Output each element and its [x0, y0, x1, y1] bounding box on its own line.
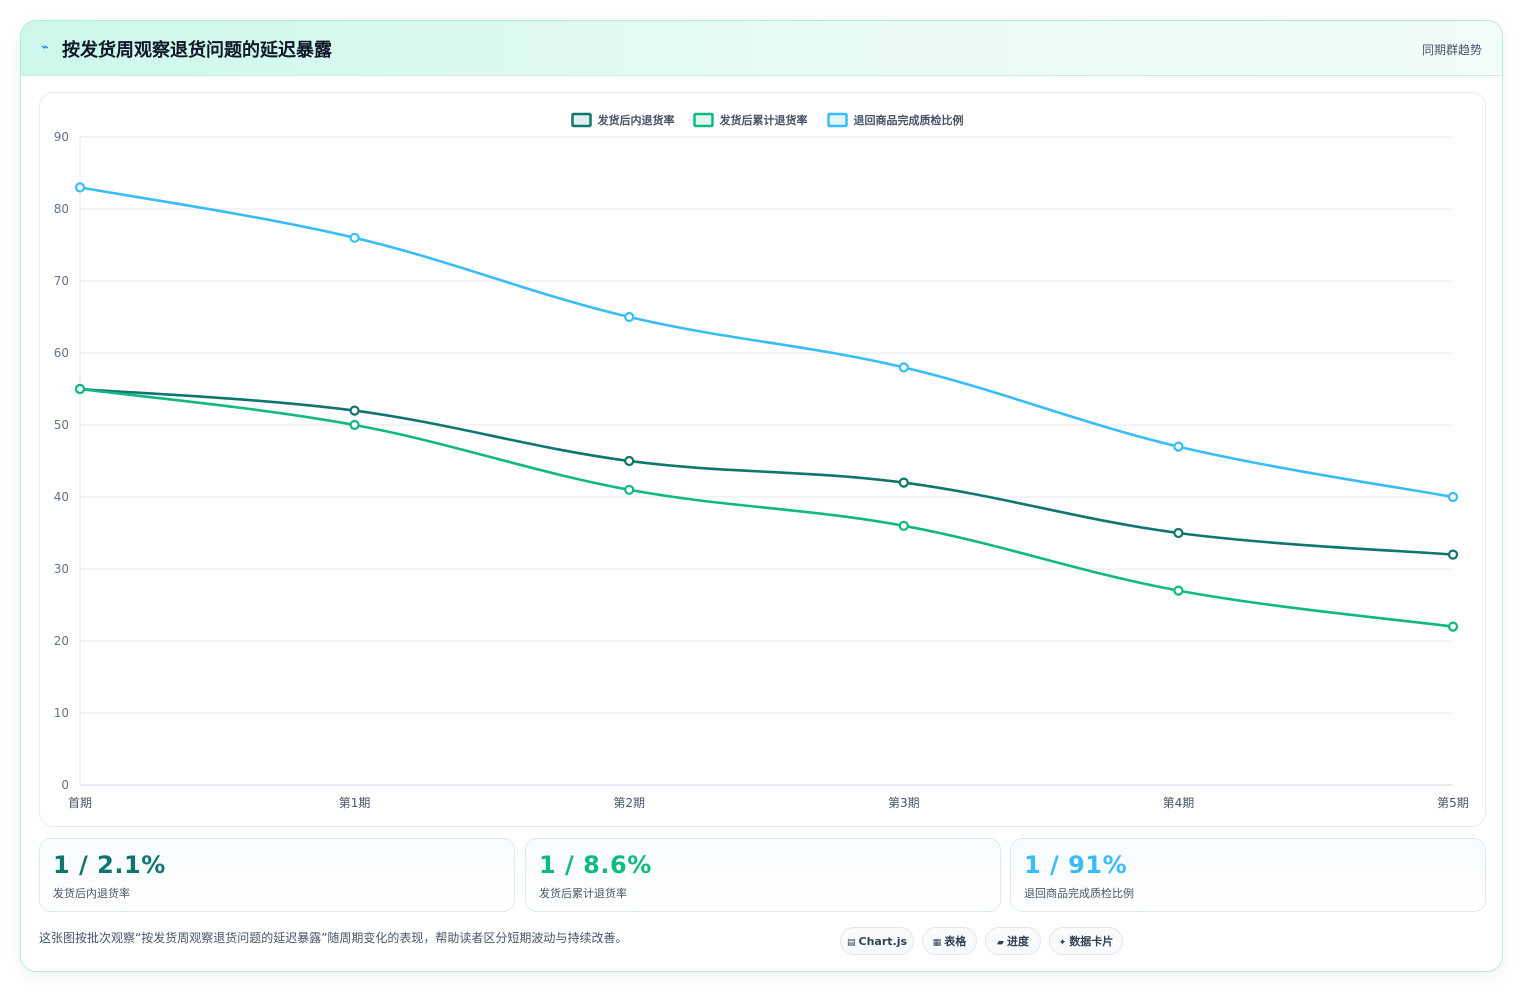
y-tick-label: 0: [61, 778, 69, 792]
series-line-3: [79, 186, 1454, 499]
series-line-1: [79, 387, 1454, 556]
y-tick-label: 40: [54, 490, 69, 504]
stat-card-cumulative-rate: 1 / 8.6% 发货后累计退货率: [525, 838, 1001, 912]
chip-label: 数据卡片: [1069, 935, 1114, 948]
x-tick-label: 第3期: [888, 796, 920, 810]
y-tick-label: 70: [54, 274, 69, 288]
data-point: [1173, 527, 1184, 539]
sparkle-icon: ✦: [1058, 938, 1067, 948]
stat-card-inspection-ratio: 1 / 91% 退回商品完成质检比例: [1010, 838, 1486, 912]
x-tick-label: 第4期: [1163, 796, 1195, 810]
stat-value: 1 / 91%: [1024, 851, 1128, 879]
stat-card-return-rate: 1 / 2.1% 发货后内退货率: [39, 838, 515, 912]
legend-swatch-3: [827, 112, 848, 128]
data-point: [74, 182, 86, 193]
data-point: [898, 362, 909, 373]
x-tick-label: 第2期: [613, 796, 645, 810]
data-point: [1447, 621, 1459, 632]
data-point: [74, 383, 86, 395]
chip-progress[interactable]: ▰ 进度: [985, 927, 1041, 955]
data-point: [624, 455, 635, 467]
data-point: [1447, 491, 1459, 503]
legend-swatch-1: [571, 112, 592, 128]
y-tick-label: 50: [54, 418, 69, 432]
y-tick-label: 80: [54, 202, 69, 216]
data-point: [1447, 549, 1459, 560]
data-point: [1173, 441, 1184, 452]
data-point: [624, 484, 635, 495]
chip-table[interactable]: ▦ 表格: [922, 927, 977, 955]
legend-label-3: 退回商品完成质检比例: [854, 113, 964, 127]
card-title: 按发货周观察退货问题的延迟暴露: [62, 40, 332, 61]
data-point: [349, 419, 360, 431]
stat-label: 发货后累计退货率: [539, 887, 627, 900]
x-tick-label: 第1期: [339, 796, 371, 810]
stat-value: 1 / 8.6%: [539, 851, 652, 879]
y-tick-label: 60: [54, 346, 69, 360]
chip-label: 进度: [1006, 935, 1029, 948]
y-tick-label: 90: [54, 130, 69, 144]
y-tick-label: 10: [54, 706, 69, 720]
series-line-2: [79, 387, 1454, 628]
data-point: [898, 520, 909, 531]
chip-label: Chart.js: [858, 935, 908, 948]
x-tick-label: 第5期: [1437, 796, 1469, 810]
line-chart: 0 10 20 30 40 50 60 70 80 90 首期 第1期 第2期 第3期 第4期 第5期 发货后内…: [54, 112, 1469, 810]
chip-label: 表格: [944, 935, 967, 948]
table-icon: ▦: [932, 938, 942, 948]
chart-caption: 这张图按批次观察“按发货周观察退货问题的延迟暴露”随周期变化的表现，帮助读者区分…: [39, 931, 628, 945]
chart-card: ⌁ 按发货周观察退货问题的延迟暴露 同期群趋势 0 10 20 30 40 50 60 70 8…: [20, 20, 1503, 972]
chip-chartjs[interactable]: ▤ Chart.js: [840, 927, 914, 955]
data-point: [349, 232, 360, 243]
data-point: [349, 405, 360, 416]
stat-label: 发货后内退货率: [53, 887, 130, 900]
stat-label: 退回商品完成质检比例: [1024, 887, 1134, 900]
legend-label-2: 发货后累计退货率: [719, 113, 808, 127]
data-point: [898, 477, 909, 488]
x-tick-label: 首期: [68, 796, 92, 810]
chart-icon: ▤: [846, 938, 856, 948]
card-header: ⌁ 按发货周观察退货问题的延迟暴露 同期群趋势: [21, 21, 1502, 76]
legend-swatch-2: [693, 112, 714, 128]
data-point: [1173, 585, 1184, 596]
y-tick-label: 20: [54, 634, 69, 648]
y-tick-label: 30: [54, 562, 69, 576]
stat-value: 1 / 2.1%: [53, 851, 166, 879]
progress-icon: ▰: [997, 938, 1004, 948]
chart-panel: 0 10 20 30 40 50 60 70 80 90 首期 第1期 第2期 第3期 第4期 第5期 发货后内…: [39, 92, 1486, 827]
data-point: [624, 311, 635, 323]
legend-label-1: 发货后内退货率: [597, 113, 675, 127]
cohort-trend-label: 同期群趋势: [1421, 43, 1482, 57]
pulse-icon: ⌁: [41, 40, 49, 55]
chip-data-cards[interactable]: ✦ 数据卡片: [1049, 927, 1123, 955]
